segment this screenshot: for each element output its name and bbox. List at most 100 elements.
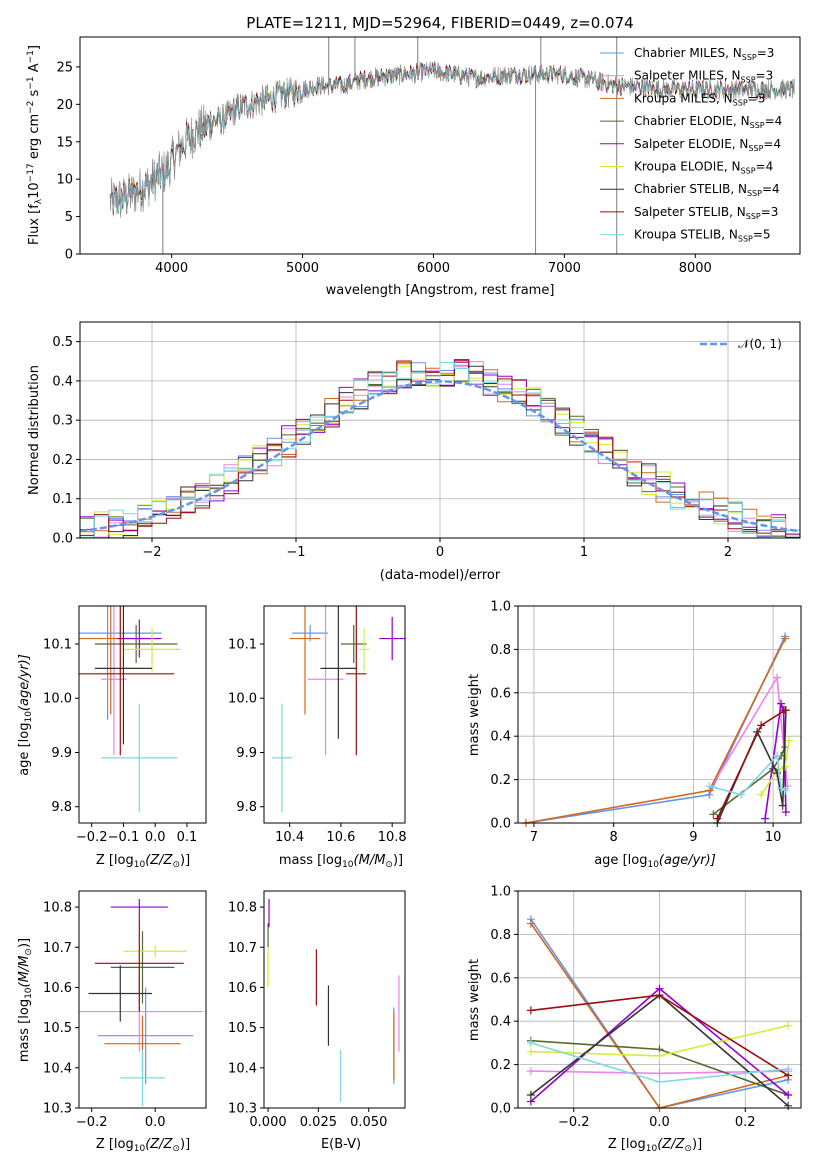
weight-z-xtick-label: 0.0: [649, 1115, 670, 1130]
weight-vs-metallicity-plot: −0.2 0.0 0.2 0.0 0.2 0.4 0.6 0.8 1.0: [490, 885, 802, 1130]
spectrum-lines: [109, 37, 795, 254]
mass-ebv-ytick-label: 10.7: [228, 941, 257, 956]
residual-ytick-label: 0.0: [52, 532, 73, 547]
age-mass-ytick-label: 9.8: [236, 800, 257, 815]
p6-xlabel-e: )]: [180, 1137, 190, 1152]
legend-label-main: Kroupa STELIB, N: [634, 228, 738, 242]
p8-xlabel-b: 10: [646, 1144, 658, 1154]
legend-label-tail: =4: [763, 137, 781, 151]
weight-age-series-line: [716, 710, 787, 824]
p6-ylabel-e: )]: [17, 938, 32, 948]
spectrum-xtick-label: 4000: [155, 261, 188, 276]
legend-entry-label: Chabrier STELIB, NSSP=4: [634, 182, 780, 198]
mass-z-ytick-label: 10.7: [43, 941, 72, 956]
age-z-ytick-label: 10.0: [43, 692, 72, 707]
residual-ytick-label: 0.2: [52, 453, 73, 468]
age-mass-ytick-label: 9.9: [236, 746, 257, 761]
mass-vs-ebv-plot: 0.000 0.025 0.050 10.3 10.4 10.5 10.6 10.7 10.8: [228, 890, 406, 1130]
weight-age-marker: [713, 814, 722, 823]
p3-ylabel-c: (age/yr)]: [17, 654, 32, 711]
p4-xlabel: mass [log10(M/M⊙)]: [279, 853, 403, 870]
residual-panel: −2 −1 0 1 2 0.0 0.1 0.2 0.3 0.4 0.5 (data-model)/e…: [27, 321, 801, 583]
weight-z-axes-frame: [517, 890, 802, 1109]
weight-age-xtick-label: 9: [689, 830, 697, 845]
ylabel-part-6: s: [27, 89, 42, 100]
legend-label-tail: =3: [756, 69, 774, 83]
age-z-axes-frame: [78, 605, 207, 824]
legend-label-main: Salpeter ELODIE, N: [634, 137, 748, 151]
legend-label-main: Kroupa MILES, N: [634, 91, 733, 105]
spectrum-panel: PLATE=1211, MJD=52964, FIBERID=0449, z=0…: [26, 14, 801, 298]
weight-age-xtick-label: 8: [610, 830, 618, 845]
weight-age-marker: [781, 634, 790, 643]
age-mass-ytick-label: 10.1: [228, 637, 257, 652]
p3-xlabel: Z [log10(Z/Z⊙)]: [96, 853, 190, 870]
ylabel-part-9: −1: [26, 50, 36, 63]
p3-xlabel-a: Z [log: [96, 853, 134, 868]
spectrum-ytick-label: 0: [65, 248, 73, 263]
p6-xlabel: Z [log10(Z/Z⊙)]: [96, 1137, 190, 1154]
ylabel-part-1: λ: [34, 198, 44, 204]
p6-ylabel-b: 10: [24, 987, 34, 999]
spectrum-xtick-label: 5000: [286, 261, 319, 276]
spectrum-model-line: [109, 62, 795, 214]
residual-ytick-label: 0.1: [52, 492, 73, 507]
p5-xlabel-c: (age/yr)]: [659, 853, 716, 868]
p6-ylabel: mass [log10(M/M⊙)]: [17, 938, 34, 1062]
age-mass-points: [271, 606, 405, 813]
residual-xtick-label: −1: [286, 545, 305, 560]
legend-entry-label: Kroupa ELODIE, NSSP=4: [634, 160, 773, 176]
p4-xlabel-c: (M/M: [354, 853, 386, 868]
spectrum-xtick-label: 6000: [417, 261, 450, 276]
weight-age-ytick-label: 0.6: [490, 686, 511, 701]
p5-ylabel: mass weight: [467, 674, 482, 756]
legend-entry-label: Salpeter STELIB, NSSP=3: [634, 205, 778, 221]
age-vs-mass-plot: 10.4 10.6 10.8 9.8 9.9 10.0 10.1: [228, 605, 407, 845]
gaussian-curve: [80, 380, 800, 533]
weight-z-marker: [784, 1090, 793, 1099]
weight-age-ytick-label: 0.4: [490, 730, 511, 745]
p6-xlabel-b: 10: [134, 1144, 146, 1154]
age-z-ytick-label: 10.1: [43, 637, 72, 652]
weight-z-ytick-label: 0.4: [490, 1015, 511, 1030]
age-z-ytick-label: 9.8: [51, 800, 72, 815]
weight-age-marker: [785, 736, 794, 745]
legend-entry-label: Chabrier MILES, NSSP=3: [634, 46, 774, 62]
mass-ebv-xtick-label: 0.050: [350, 1115, 387, 1130]
legend-label-main: Chabrier STELIB, N: [634, 182, 747, 196]
weight-age-axes-frame: [517, 605, 802, 824]
weight-age-marker: [781, 762, 790, 771]
spectrum-plot: 4000 5000 6000 7000 8000 0 5 10 15 20 25: [56, 37, 795, 276]
weight-z-marker: [526, 1038, 535, 1047]
p3-xlabel-d: ⊙: [172, 860, 180, 870]
spectrum-ytick-label: 5: [65, 210, 73, 225]
age-z-xtick-label: −0.2: [76, 830, 108, 845]
mass-vs-metallicity-plot: −0.2 0.0 10.3 10.4 10.5 10.6 10.7 10.8: [43, 890, 207, 1130]
p4-xlabel-d: ⊙: [385, 860, 393, 870]
legend-label-tail: =3: [757, 46, 775, 60]
mass-z-axes-frame: [78, 890, 207, 1109]
mass-z-ytick-label: 10.6: [43, 981, 72, 996]
age-z-xtick-label: −0.1: [108, 830, 140, 845]
p6-xlabel-c: (Z/Z: [145, 1137, 173, 1152]
ylabel-part-10: ]: [27, 45, 42, 50]
spectrum-title: PLATE=1211, MJD=52964, FIBERID=0449, z=0…: [246, 14, 633, 32]
legend-entry-label: Kroupa MILES, NSSP=3: [634, 91, 765, 107]
gaussian-legend-label: 𝒩(0, 1): [738, 337, 782, 351]
ylabel-part-8: A: [27, 63, 42, 76]
weight-age-ytick-label: 0.2: [490, 773, 511, 788]
weight-age-ytick-label: 0.0: [490, 817, 511, 832]
weight-age-marker: [778, 801, 787, 810]
residual-xtick-label: 0: [436, 545, 444, 560]
age-mass-xtick-label: 10.6: [326, 830, 355, 845]
p4-xlabel-e: )]: [393, 853, 403, 868]
ylabel-part-0: Flux [f: [27, 204, 42, 245]
weight-age-marker: [781, 808, 790, 817]
weight-z-marker: [784, 1021, 793, 1030]
weight-z-marker: [526, 1090, 535, 1099]
legend-label-main: Salpeter STELIB, N: [634, 205, 746, 219]
legend-label-tail: =4: [762, 182, 780, 196]
weight-age-ytick-label: 0.8: [490, 643, 511, 658]
spectrum-xtick-label: 8000: [679, 261, 712, 276]
